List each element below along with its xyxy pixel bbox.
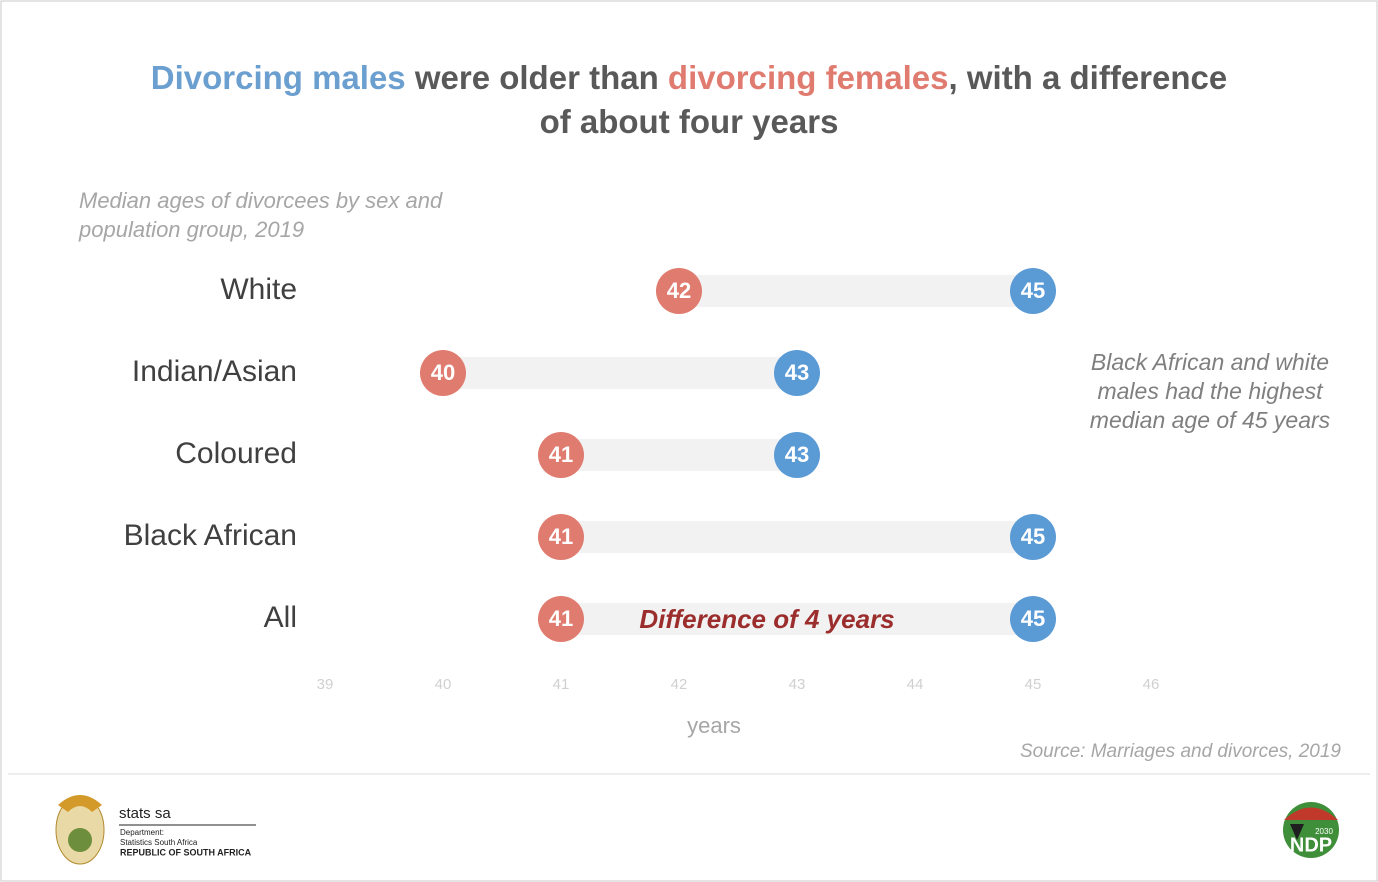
value-label: 41: [549, 442, 573, 467]
x-tick-label: 40: [435, 676, 452, 693]
title-part: , with a difference: [949, 59, 1228, 96]
x-tick-label: 42: [671, 676, 688, 693]
dot: [656, 268, 702, 314]
value-label: 43: [785, 360, 809, 385]
ndp-text: NDP: [1290, 834, 1332, 856]
x-tick-label: 45: [1025, 676, 1042, 693]
x-tick-label: 44: [907, 676, 924, 693]
range-bar: [679, 275, 1033, 307]
title-part: of about four years: [540, 103, 839, 140]
value-label: 41: [549, 606, 573, 631]
chart-title: Divorcing males were older than divorcin…: [151, 59, 1228, 96]
x-tick-label: 41: [553, 676, 570, 693]
subtitle: Median ages of divorcees by sex and: [79, 188, 443, 213]
dept-name: Statistics South Africa: [120, 838, 198, 847]
value-label: 45: [1021, 606, 1045, 631]
value-label: 45: [1021, 278, 1045, 303]
range-bar: [561, 603, 1033, 635]
x-axis-label: years: [687, 713, 741, 738]
country: REPUBLIC OF SOUTH AFRICA: [120, 847, 252, 857]
org-name: stats sa: [119, 805, 171, 822]
dot: [1010, 514, 1056, 560]
value-label: 40: [431, 360, 455, 385]
side-note: Black African and white: [1091, 349, 1329, 375]
coat-of-arms: [55, 795, 105, 865]
dot: [420, 350, 466, 396]
dept-label: Department:: [120, 828, 164, 837]
dot: [774, 432, 820, 478]
subtitle: population group, 2019: [78, 217, 304, 242]
dot: [774, 350, 820, 396]
x-tick-label: 43: [789, 676, 806, 693]
value-label: 43: [785, 442, 809, 467]
dot: [538, 514, 584, 560]
dot: [538, 596, 584, 642]
category-label: White: [220, 273, 297, 306]
range-bar: [561, 439, 797, 471]
x-tick-label: 46: [1143, 676, 1160, 693]
source: Source: Marriages and divorces, 2019: [1020, 741, 1341, 762]
title-part: Divorcing males: [151, 59, 406, 96]
dot: [1010, 268, 1056, 314]
value-label: 45: [1021, 524, 1045, 549]
category-label: All: [264, 601, 297, 634]
title-part: divorcing females: [668, 59, 949, 96]
dot: [1010, 596, 1056, 642]
title-part: were older than: [406, 59, 668, 96]
side-note: median age of 45 years: [1090, 407, 1331, 433]
category-label: Coloured: [175, 437, 297, 470]
dot: [538, 432, 584, 478]
difference-note: Difference of 4 years: [639, 604, 894, 634]
chart-title: of about four years: [540, 103, 839, 140]
category-label: Indian/Asian: [132, 355, 297, 388]
range-bar: [443, 357, 797, 389]
x-tick-label: 39: [317, 676, 334, 693]
side-note: males had the highest: [1097, 378, 1324, 404]
range-bar: [561, 521, 1033, 553]
ndp-logo: [1283, 802, 1339, 858]
value-label: 41: [549, 524, 573, 549]
value-label: 42: [667, 278, 691, 303]
ndp-year: 2030: [1315, 827, 1333, 836]
category-label: Black African: [124, 519, 297, 552]
